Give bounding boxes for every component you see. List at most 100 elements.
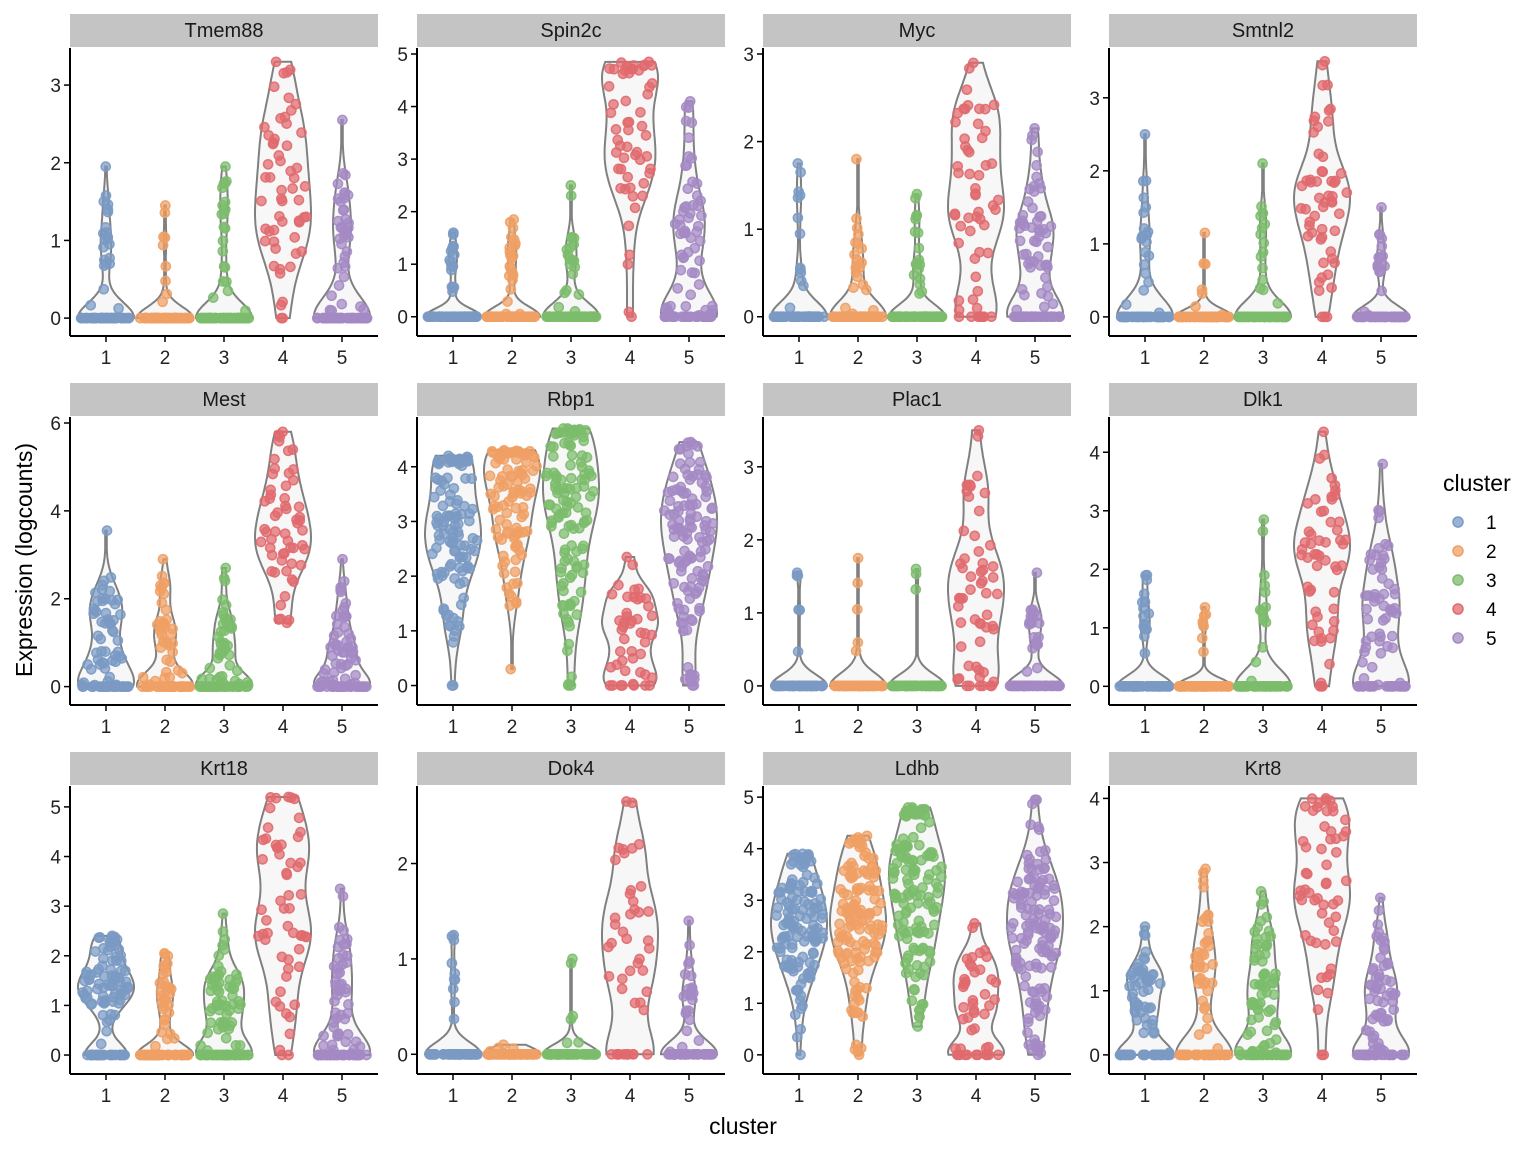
data-point [976, 311, 988, 323]
data-point [575, 586, 587, 598]
data-point [100, 221, 111, 233]
data-point [504, 242, 516, 253]
data-point [287, 444, 299, 455]
data-point [606, 588, 618, 600]
data-point [605, 661, 617, 673]
x-tick-label: 1 [794, 348, 805, 369]
x-tick-label: 2 [507, 1086, 518, 1107]
data-point [230, 1040, 242, 1051]
data-point [559, 437, 570, 449]
data-point [968, 1005, 980, 1016]
data-point [289, 999, 301, 1011]
data-point [340, 611, 352, 622]
data-point [635, 667, 646, 678]
data-point [566, 449, 578, 461]
data-point [1372, 679, 1384, 691]
data-point [267, 468, 279, 480]
data-point [578, 481, 590, 492]
data-point [459, 540, 471, 552]
y-tick-label: 1 [1089, 619, 1100, 640]
data-point [465, 311, 476, 323]
data-point [327, 1044, 339, 1056]
data-point [565, 599, 577, 610]
data-point [1316, 843, 1327, 855]
data-point [852, 552, 864, 564]
data-point [673, 557, 685, 569]
data-point [958, 1001, 969, 1013]
facet-strip [70, 14, 378, 47]
data-point [550, 428, 562, 440]
data-point [565, 472, 577, 484]
data-point [1313, 192, 1325, 204]
data-point [970, 271, 982, 283]
data-point [844, 912, 856, 924]
data-point [1322, 79, 1333, 91]
data-point [981, 951, 993, 963]
data-point [217, 594, 228, 606]
data-point [1296, 543, 1308, 555]
data-point [684, 939, 695, 951]
y-tick-label: 3 [50, 897, 61, 918]
data-point [957, 592, 969, 604]
data-point [621, 61, 633, 72]
data-point [167, 637, 178, 649]
data-point [1017, 311, 1029, 323]
data-point [965, 584, 976, 595]
data-point [1250, 943, 1262, 954]
data-point [809, 936, 821, 948]
data-point [242, 1049, 254, 1061]
data-point [1025, 819, 1037, 831]
data-point [793, 886, 805, 898]
data-point [1140, 268, 1151, 279]
data-point [684, 513, 696, 525]
data-point [299, 931, 311, 942]
x-tick-label: 3 [1258, 348, 1269, 369]
data-point [233, 678, 245, 690]
data-point [285, 165, 297, 177]
data-point [1020, 680, 1032, 692]
data-point [907, 831, 919, 843]
data-point [276, 184, 287, 196]
data-point [848, 282, 859, 293]
data-point [219, 575, 231, 587]
data-point [620, 183, 631, 195]
data-point [1265, 1004, 1277, 1016]
data-point [445, 558, 457, 570]
data-point [1367, 564, 1379, 575]
data-point [840, 302, 851, 314]
data-point [270, 243, 281, 254]
data-point [1321, 859, 1332, 871]
data-point [343, 231, 354, 243]
data-point [565, 459, 576, 471]
data-point [561, 496, 573, 508]
data-point [281, 140, 293, 152]
data-point [264, 802, 276, 814]
data-point [490, 524, 502, 535]
data-point [972, 118, 984, 130]
data-point [672, 598, 683, 609]
data-point [697, 568, 709, 580]
data-point [202, 1027, 213, 1039]
data-point [610, 854, 621, 866]
data-point [798, 935, 810, 947]
y-tick-label: 1 [743, 604, 754, 625]
data-point [1300, 929, 1311, 941]
data-point [1030, 958, 1042, 970]
data-point [1312, 1004, 1324, 1015]
data-point [605, 107, 617, 119]
data-point [1316, 972, 1327, 984]
data-point [620, 95, 632, 107]
violin-cluster-2 [481, 214, 542, 323]
facet-title: Tmem88 [185, 20, 264, 42]
data-point [547, 451, 559, 462]
data-point [1032, 146, 1043, 158]
data-point [163, 681, 174, 692]
data-point [261, 914, 272, 926]
data-point [219, 934, 231, 945]
data-point [1038, 301, 1050, 313]
data-point [155, 625, 166, 637]
data-point [231, 969, 242, 980]
data-point [528, 451, 540, 463]
data-point [257, 928, 269, 940]
